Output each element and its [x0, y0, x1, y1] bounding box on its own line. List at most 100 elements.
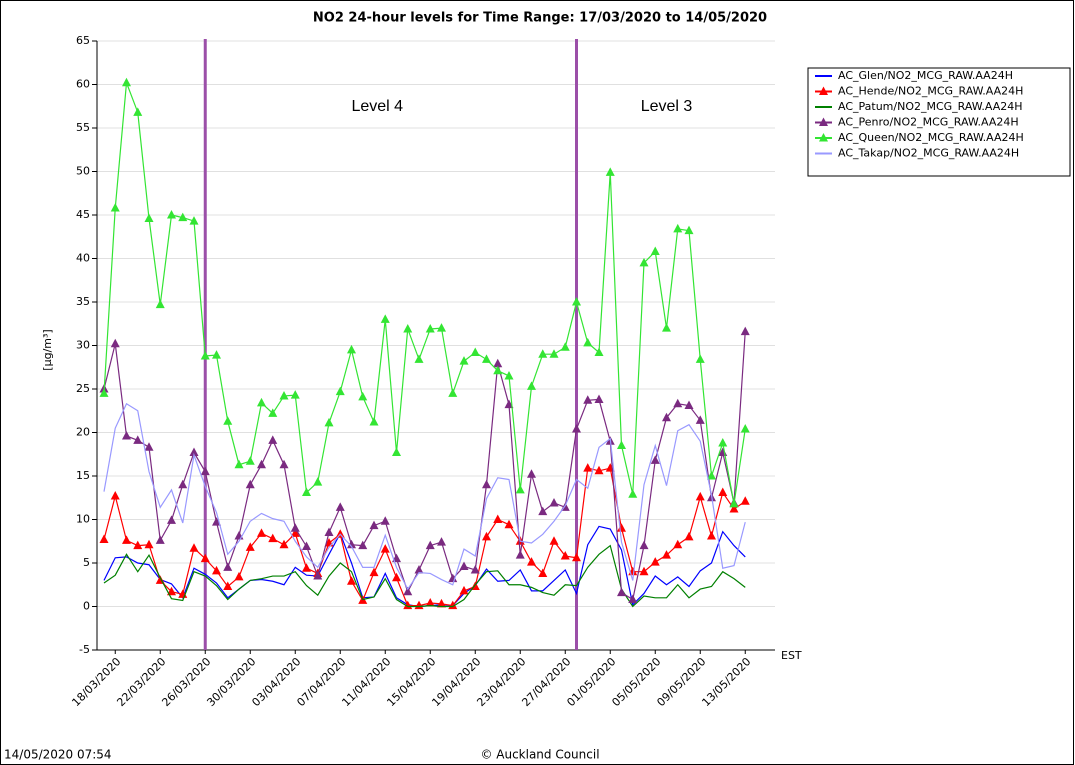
data-point — [560, 551, 570, 560]
legend-label: AC_Glen/NO2_MCG_RAW.AA24H — [838, 69, 1013, 82]
data-point — [245, 456, 255, 465]
y-tick-label: 15 — [76, 469, 90, 482]
data-point — [650, 246, 660, 256]
data-point — [572, 424, 581, 433]
data-point — [729, 504, 739, 513]
data-point — [617, 523, 626, 532]
data-point — [245, 479, 255, 489]
data-point — [425, 540, 435, 550]
data-point — [178, 212, 188, 222]
data-point — [155, 535, 165, 544]
data-point — [144, 213, 154, 222]
data-point — [122, 430, 131, 440]
data-point — [268, 408, 278, 417]
data-point — [414, 564, 424, 574]
data-point — [628, 594, 638, 604]
data-point — [549, 536, 559, 545]
data-point — [133, 107, 143, 116]
data-point — [369, 567, 379, 577]
footer-credit: © Auckland Council — [480, 748, 599, 762]
data-point — [493, 514, 503, 523]
data-point — [695, 354, 705, 363]
legend-label: AC_Takap/NO2_MCG_RAW.AA24H — [838, 147, 1019, 160]
data-point — [392, 447, 401, 457]
data-point — [740, 326, 750, 336]
data-point — [403, 323, 413, 333]
data-point — [549, 349, 559, 358]
data-point — [133, 435, 143, 444]
data-point — [437, 598, 446, 608]
data-point — [459, 585, 469, 595]
data-point — [639, 257, 649, 267]
data-point — [504, 370, 514, 380]
data-point — [639, 540, 649, 550]
data-point — [650, 455, 660, 464]
data-point — [279, 539, 289, 549]
data-point — [583, 395, 593, 404]
legend-marker — [819, 86, 828, 95]
data-point — [347, 344, 356, 354]
legend-label: AC_Hende/NO2_MCG_RAW.AA24H — [838, 85, 1023, 98]
data-point — [707, 471, 716, 480]
data-point — [718, 487, 728, 497]
data-point — [718, 437, 728, 447]
data-point — [482, 531, 491, 541]
data-point — [673, 398, 683, 408]
y-tick-label: 60 — [76, 78, 90, 91]
data-point — [662, 323, 671, 332]
data-point — [662, 550, 671, 559]
data-point — [470, 564, 480, 574]
data-point — [414, 354, 424, 363]
data-point — [493, 365, 503, 375]
y-tick-label: -5 — [79, 643, 90, 656]
data-point — [347, 576, 356, 585]
data-point — [572, 552, 581, 562]
data-point — [257, 459, 266, 469]
data-point — [527, 557, 536, 566]
data-point — [425, 323, 435, 333]
data-point — [324, 527, 334, 537]
data-point — [594, 394, 604, 403]
data-point — [448, 388, 458, 397]
data-point — [200, 553, 210, 563]
y-tick-label: 55 — [76, 121, 90, 134]
data-point — [335, 386, 345, 396]
data-point — [290, 390, 300, 399]
data-point — [245, 542, 255, 551]
y-tick-label: 20 — [76, 426, 90, 439]
footer-timestamp: 14/05/2020 07:54 — [4, 748, 112, 762]
data-point — [313, 571, 323, 580]
data-point — [234, 571, 244, 581]
data-point — [504, 399, 514, 409]
data-point — [335, 502, 345, 511]
data-point — [392, 572, 401, 582]
data-point — [482, 354, 491, 363]
data-point — [257, 397, 266, 407]
y-tick-label: 5 — [83, 556, 90, 569]
data-point — [268, 435, 278, 444]
data-point — [189, 543, 199, 552]
data-point — [99, 534, 109, 544]
data-point — [358, 391, 368, 401]
data-point — [617, 440, 626, 450]
y-tick-label: 40 — [76, 252, 90, 265]
data-point — [223, 581, 233, 590]
series-line — [103, 544, 746, 608]
series-line — [103, 82, 746, 504]
data-point — [302, 563, 311, 572]
data-point — [662, 412, 671, 422]
series-line — [103, 402, 746, 591]
data-point — [504, 519, 514, 529]
data-point — [200, 466, 210, 476]
data-point — [437, 537, 446, 546]
data-point — [583, 337, 593, 347]
legend-marker — [819, 133, 828, 142]
data-point — [302, 487, 311, 497]
data-point — [324, 417, 334, 427]
data-point — [707, 531, 716, 540]
data-point — [223, 562, 233, 571]
data-point — [695, 491, 705, 501]
y-tick-label: 35 — [76, 295, 90, 308]
legend-label: AC_Queen/NO2_MCG_RAW.AA24H — [838, 131, 1024, 144]
data-point — [605, 167, 615, 176]
